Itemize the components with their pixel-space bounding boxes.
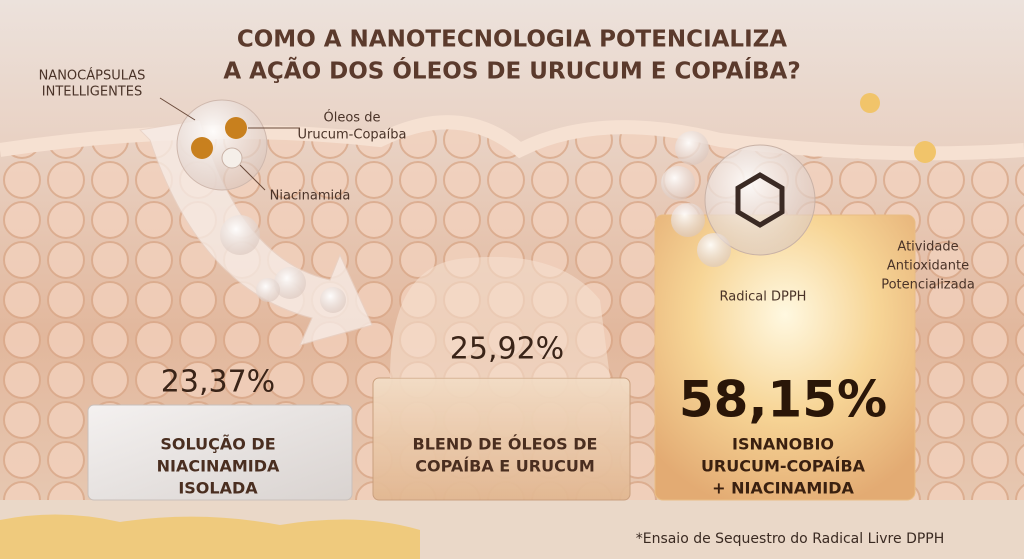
item-value: 23,37%: [161, 365, 275, 400]
dpph-bubble: [704, 144, 816, 256]
block-1: [87, 404, 353, 501]
glass-dome: [390, 256, 610, 378]
sparkle: [914, 141, 936, 163]
capsule: [274, 267, 306, 299]
niacinamide-sphere: [221, 147, 243, 169]
item-value: 25,92%: [450, 332, 564, 367]
nanocapsule: [176, 99, 268, 191]
item-label: BLEND DE ÓLEOS DE: [413, 435, 598, 454]
footnote: *Ensaio de Sequestro do Radical Livre DP…: [636, 531, 945, 547]
item-label: + NIACINAMIDA: [712, 479, 854, 498]
capsule: [320, 287, 346, 313]
annotation: Niacinamida: [270, 189, 351, 204]
item-value: 58,15%: [679, 371, 887, 429]
annotation: Antioxidante: [887, 259, 969, 274]
leader-line: [239, 164, 266, 191]
item-label: NIACINAMIDA: [157, 457, 280, 476]
capsule: [697, 233, 731, 267]
annotation: Potencializada: [881, 278, 975, 293]
oil-sphere: [191, 137, 213, 159]
capsule: [256, 278, 280, 302]
oil-droplets: [0, 514, 420, 559]
item-label: ISNANOBIO: [732, 435, 834, 454]
molecule: [735, 172, 785, 228]
oil-sphere: [225, 117, 247, 139]
item-label: SOLUÇÃO DE: [160, 435, 275, 454]
annotation: INTELLIGENTES: [42, 85, 142, 100]
leader-line: [159, 97, 196, 121]
capsule: [675, 131, 709, 165]
annotation: Urucum-Copaíba: [298, 128, 407, 143]
annotation: Radical DPPH: [720, 290, 807, 305]
item-label: ISOLADA: [178, 479, 258, 498]
annotation: Óleos de: [324, 110, 381, 126]
item-label: COPAÍBA E URUCUM: [415, 457, 595, 476]
item-label: URUCUM-COPAÍBA: [701, 457, 866, 476]
sparkle: [860, 93, 880, 113]
annotation: NANOCÁPSULAS: [39, 68, 146, 84]
capsule: [671, 203, 705, 237]
annotation: Atividade: [897, 240, 958, 255]
title-line: A AÇÃO DOS ÓLEOS DE URUCUM E COPAÍBA?: [223, 57, 800, 85]
capsule: [220, 215, 260, 255]
capsule: [661, 166, 695, 200]
title-line: COMO A NANOTECNOLOGIA POTENCIALIZA: [237, 27, 787, 53]
